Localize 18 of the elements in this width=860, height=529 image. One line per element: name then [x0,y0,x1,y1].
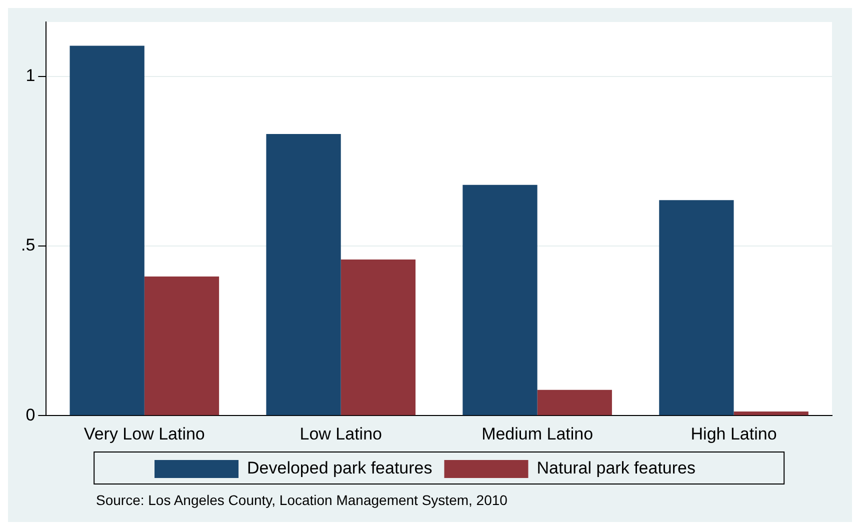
bar [659,200,734,416]
bar [734,412,808,416]
bar [462,184,538,416]
x-tick-label: Medium Latino [482,424,594,444]
bar [266,134,341,416]
y-tick-label: 0 [26,405,36,424]
x-tick-label: Very Low Latino [84,424,205,444]
bar [70,46,144,416]
y-tick-label: .5 [20,236,36,255]
x-tick-label: High Latino [690,424,777,444]
bar [537,390,612,416]
bar [144,276,220,416]
legend-label: Developed park features [247,458,432,478]
y-tick-label: 1 [26,66,36,85]
bar [340,260,416,416]
source-note: Source: Los Angeles County, Location Management System, 2010 [95,491,508,510]
legend-label: Natural park features [536,458,696,478]
x-tick-label: Low Latino [300,424,382,444]
